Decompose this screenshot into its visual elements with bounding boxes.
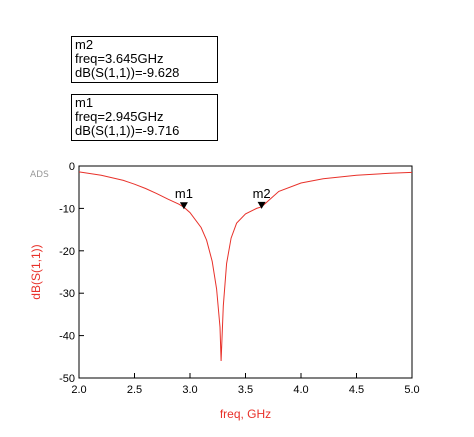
x-tick-label: 5.0 bbox=[404, 384, 419, 396]
marker-label-m1: m1 bbox=[175, 186, 193, 201]
x-tick-label: 4.0 bbox=[293, 384, 308, 396]
x-axis-label: freq, GHz bbox=[220, 407, 271, 421]
marker-triangle-m2 bbox=[257, 201, 266, 209]
marker-freq: freq=3.645GHz bbox=[75, 51, 164, 66]
marker-name: m1 bbox=[75, 95, 94, 110]
ads-watermark: ADS bbox=[30, 170, 49, 180]
marker-readout-m1: m1 freq=2.945GHz dB(S(1,1))=-9.716 bbox=[71, 94, 218, 141]
marker-label-m2: m2 bbox=[253, 186, 271, 201]
plot-frame bbox=[78, 165, 413, 379]
x-tick-label: 3.5 bbox=[238, 384, 253, 396]
x-tick-label: 2.0 bbox=[71, 384, 86, 396]
x-tick-label: 3.0 bbox=[182, 384, 197, 396]
y-tick-label: -50 bbox=[59, 373, 75, 385]
y-tick-label: -10 bbox=[59, 203, 75, 215]
x-tick-label: 4.5 bbox=[349, 384, 364, 396]
marker-value: dB(S(1,1))=-9.716 bbox=[75, 123, 180, 138]
y-tick-label: -40 bbox=[59, 331, 75, 343]
marker-value: dB(S(1,1))=-9.628 bbox=[75, 65, 180, 80]
x-tick-label: 2.5 bbox=[127, 384, 142, 396]
marker-readout-m2: m2 freq=3.645GHz dB(S(1,1))=-9.628 bbox=[71, 36, 218, 83]
series-line bbox=[78, 171, 413, 362]
y-tick-label: -30 bbox=[59, 288, 75, 300]
y-tick-label: -20 bbox=[59, 246, 75, 258]
marker-freq: freq=2.945GHz bbox=[75, 109, 164, 124]
marker-name: m2 bbox=[75, 37, 94, 52]
y-tick-label: 0 bbox=[69, 161, 75, 173]
y-axis-label: dB(S(1,1)) bbox=[29, 244, 43, 299]
marker-triangle-m1 bbox=[179, 202, 188, 210]
